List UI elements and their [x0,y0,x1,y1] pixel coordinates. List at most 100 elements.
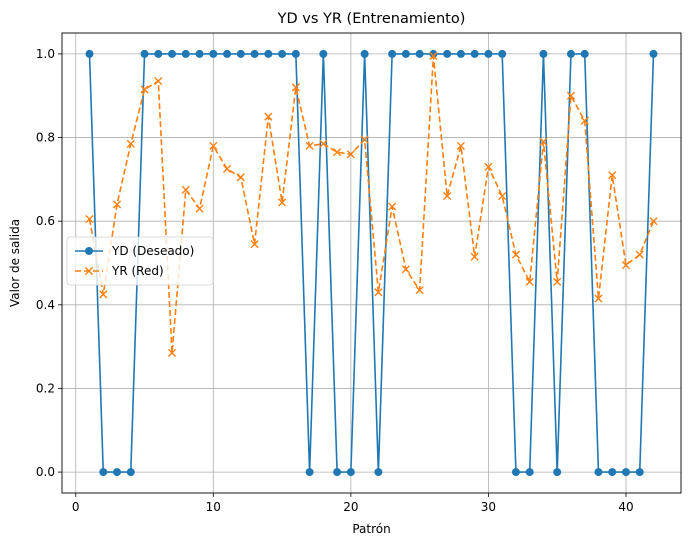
data-point-yr [594,294,603,303]
data-point-yr [443,191,452,201]
data-point-yd [525,468,534,477]
data-point-yr [456,141,466,151]
data-point-yd [195,49,204,58]
data-point-yd [113,468,122,477]
data-point-yr [566,91,576,100]
data-point-yr [621,260,631,270]
series-yr [85,51,658,358]
data-point-yr [429,51,438,61]
data-point-yr [333,148,342,157]
data-point-yd [415,49,424,58]
data-point-yd [511,468,520,477]
data-point-yr [305,141,314,151]
data-point-yd [126,468,135,477]
series-line-yr [88,55,655,354]
data-point-yd [374,468,383,477]
data-point-yd [401,49,410,58]
data-point-yd [580,49,589,58]
data-point-yr [236,173,245,182]
data-point-yr [126,139,135,148]
data-point-yr [209,141,218,151]
data-point-yd [539,49,548,58]
data-point-yd [140,49,149,58]
data-point-yd [621,468,630,477]
y-axis-label: Valor de salida [8,219,22,307]
plot-frame [61,32,682,494]
data-point-yd [443,49,452,58]
data-point-yr [374,288,383,297]
y-tick-label: 1.0 [36,47,55,61]
data-point-yr [181,185,190,194]
data-point-yd [264,49,273,58]
y-tick-label: 0.8 [36,131,55,145]
data-point-yr [140,85,149,94]
data-point-yr [167,348,177,358]
data-point-yd [498,49,507,58]
data-point-yr [580,116,589,125]
data-point-yd [456,49,465,58]
data-point-yd [388,49,397,58]
data-point-yd [236,49,245,58]
data-point-yd [635,468,644,477]
legend-marker-yd [85,247,93,255]
data-point-yd [291,49,300,58]
series-yd [85,49,658,477]
legend: YD (Deseado) YR (Red) [66,236,214,286]
data-point-yr [635,250,644,259]
y-tick-label: 0.2 [36,381,55,395]
data-point-yr [154,76,163,86]
data-point-yd [154,49,163,58]
data-point-yr [195,204,204,213]
legend-label-yr: YR (Red) [111,264,164,278]
data-point-yd [85,49,94,58]
y-tick-label: 0.0 [36,465,55,479]
data-point-yr [470,252,479,261]
data-point-yd [278,49,287,58]
data-point-yr [525,277,534,286]
y-tick-label: 0.6 [36,214,55,228]
x-tick-label: 40 [618,500,633,514]
data-point-yr [388,202,397,211]
data-point-yr [291,83,300,92]
legend-label-yd: YD (Deseado) [111,244,194,258]
legend-marker-yr [84,266,94,276]
data-point-yr [415,286,424,295]
data-point-yd [168,49,177,58]
data-point-yr [511,250,521,259]
series-layer [85,49,658,477]
data-point-yr [484,162,493,171]
data-point-yr [608,171,617,180]
data-point-yd [566,49,575,58]
legend-box [66,236,214,286]
data-point-yd [305,468,314,477]
data-point-yd [181,49,190,58]
x-axis-label: Patrón [352,522,390,536]
data-point-yr [346,150,355,159]
data-point-yr [649,217,658,226]
data-point-yr [360,135,369,144]
data-point-yr [85,214,94,224]
data-point-yd [346,468,355,477]
data-point-yr [539,137,548,146]
data-point-yd [250,49,259,58]
data-point-yd [319,49,328,58]
x-tick-label: 20 [343,500,358,514]
data-point-yd [553,468,562,477]
data-point-yd [360,49,369,58]
data-point-yd [484,49,493,58]
data-point-yd [594,468,603,477]
ticks: 0 10 20 30 40 0.0 0.2 0.4 0.6 0.8 1.0 [36,47,634,514]
data-point-yr [99,290,108,299]
y-tick-label: 0.4 [36,298,55,312]
x-tick-label: 10 [206,500,221,514]
data-point-yd [99,468,108,477]
data-point-yr [250,240,259,249]
data-point-yr [277,198,287,207]
chart-title: YD vs YR (Entrenamiento) [277,11,466,27]
data-point-yr [264,112,273,121]
data-point-yd [649,49,658,58]
x-tick-label: 0 [72,500,80,514]
data-point-yr [553,277,562,286]
data-point-yd [209,49,218,58]
data-point-yd [333,468,342,477]
